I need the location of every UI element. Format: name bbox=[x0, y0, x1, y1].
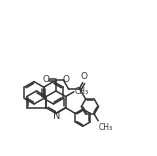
Text: O: O bbox=[62, 75, 70, 84]
Text: O: O bbox=[42, 75, 49, 84]
Text: N: N bbox=[53, 111, 60, 121]
Text: O: O bbox=[80, 72, 87, 81]
Text: CH₃: CH₃ bbox=[99, 123, 113, 132]
Text: CH₃: CH₃ bbox=[75, 87, 89, 95]
